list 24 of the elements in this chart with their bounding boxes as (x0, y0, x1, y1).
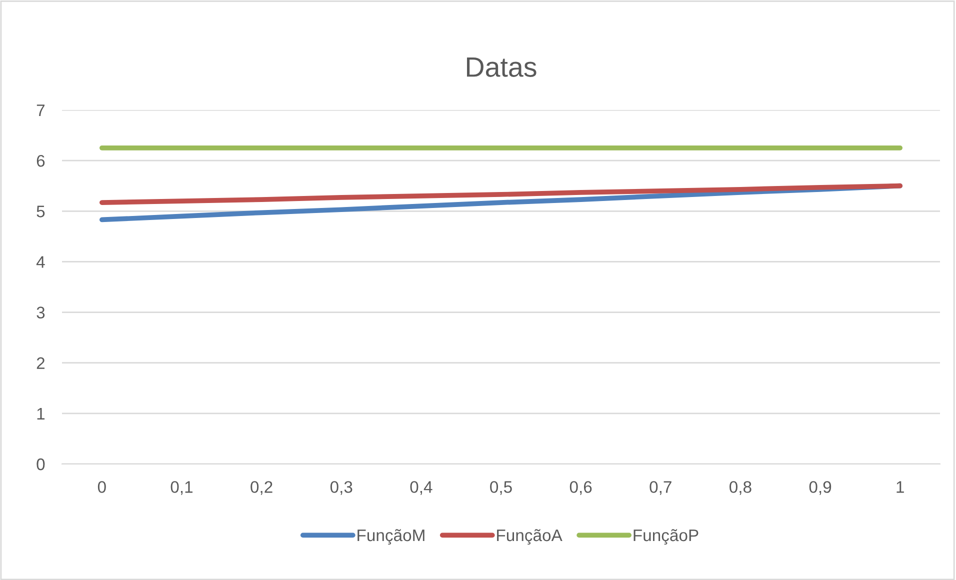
x-tick-label: 0,5 (490, 481, 512, 495)
y-tick-label: 2 (36, 357, 44, 369)
x-tick-label: 0,4 (410, 481, 432, 495)
y-tick-label: 7 (36, 104, 44, 116)
x-tick-label: 0,1 (170, 481, 192, 495)
x-tick-label: 0,9 (809, 481, 832, 495)
legend-label: FunçãoA (497, 529, 562, 545)
y-tick-label: 3 (36, 306, 45, 318)
line-series (99, 183, 903, 205)
x-tick-label: 0,8 (730, 481, 752, 495)
x-tick-label: 0,7 (650, 481, 672, 495)
y-tick-label: 1 (37, 408, 45, 420)
y-tick-label: 5 (36, 206, 45, 218)
chart-title: Datas (467, 58, 536, 77)
legend-label: FunçãoM (358, 529, 424, 545)
legend-label: FunçãoP (634, 529, 698, 545)
y-tick-label: 4 (36, 256, 45, 268)
x-tick-label: 0 (98, 481, 106, 493)
y-tick-label: 0 (36, 458, 45, 470)
x-tick-label: 1 (896, 481, 904, 493)
x-tick-label: 0,2 (250, 481, 272, 495)
x-tick-label: 0,6 (570, 481, 592, 495)
x-tick-label: 0,3 (330, 481, 352, 495)
y-tick-label: 6 (36, 154, 45, 167)
